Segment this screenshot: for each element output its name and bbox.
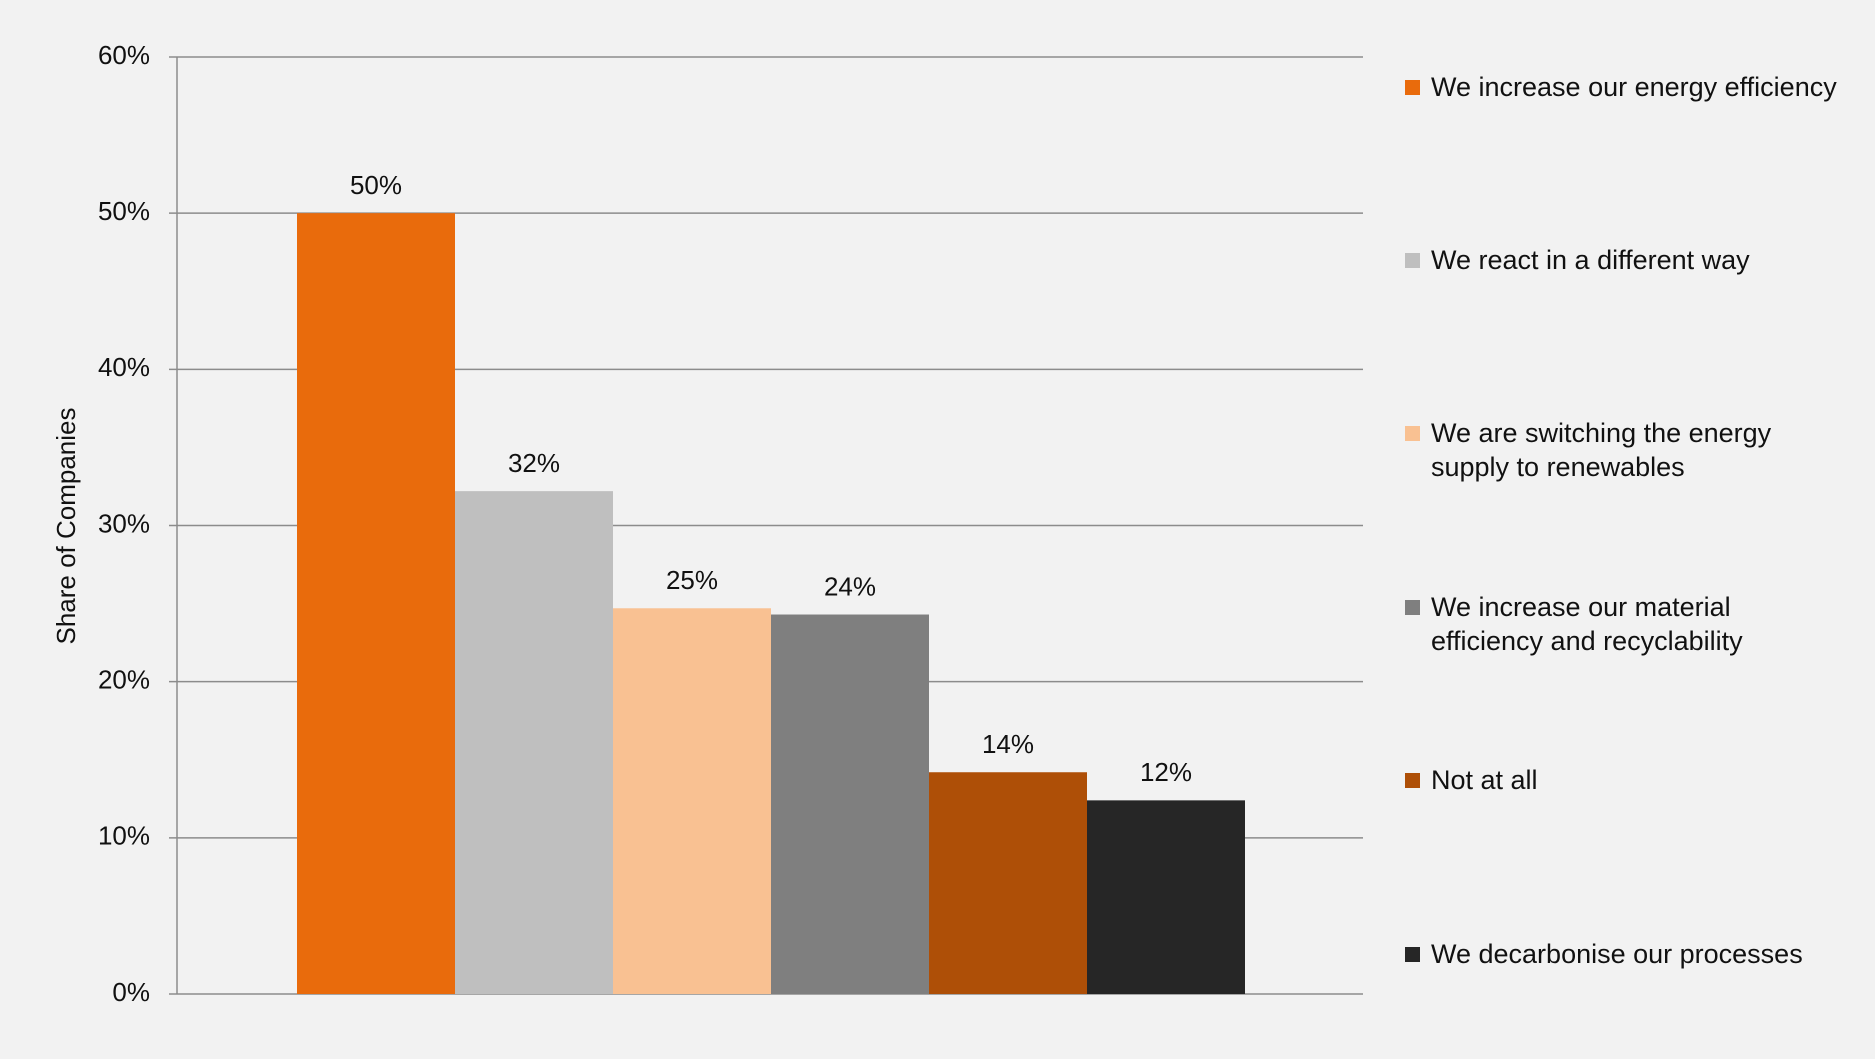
value-label: 24%	[824, 571, 876, 601]
legend-swatch	[1405, 947, 1420, 962]
legend-swatch	[1405, 773, 1420, 788]
legend-item: Not at all	[1405, 763, 1845, 797]
y-tick-label: 50%	[98, 196, 150, 226]
legend-label: We increase our material efficiency and …	[1431, 592, 1743, 656]
legend-item: We decarbonise our processes	[1405, 937, 1845, 971]
bar	[455, 491, 613, 994]
legend-item: We increase our material efficiency and …	[1405, 590, 1845, 658]
bar	[297, 213, 455, 994]
legend-label: We increase our energy efficiency	[1431, 72, 1837, 102]
legend-item: We are switching the energy supply to re…	[1405, 416, 1845, 484]
legend-item: We increase our energy efficiency	[1405, 70, 1845, 104]
y-tick-label: 0%	[112, 977, 150, 1007]
bar	[771, 614, 929, 994]
y-tick-label: 30%	[98, 508, 150, 538]
y-tick-label: 60%	[98, 40, 150, 70]
legend-label: We react in a different way	[1431, 245, 1750, 275]
value-label: 32%	[508, 448, 560, 478]
value-label: 25%	[666, 565, 718, 595]
legend-swatch	[1405, 253, 1420, 268]
legend-swatch	[1405, 600, 1420, 615]
legend-label: We decarbonise our processes	[1431, 939, 1803, 969]
value-label: 12%	[1140, 757, 1192, 787]
legend-swatch	[1405, 426, 1420, 441]
y-tick-label: 40%	[98, 352, 150, 382]
bar	[613, 608, 771, 994]
value-label: 50%	[350, 170, 402, 200]
legend-label: Not at all	[1431, 765, 1538, 795]
bar	[1087, 800, 1245, 994]
y-tick-label: 20%	[98, 665, 150, 695]
bar	[929, 772, 1087, 994]
value-label: 14%	[982, 729, 1034, 759]
y-axis-title: Share of Companies	[51, 407, 81, 644]
legend-swatch	[1405, 80, 1420, 95]
legend-item: We react in a different way	[1405, 243, 1845, 277]
legend-label: We are switching the energy supply to re…	[1431, 418, 1772, 482]
y-tick-label: 10%	[98, 821, 150, 851]
